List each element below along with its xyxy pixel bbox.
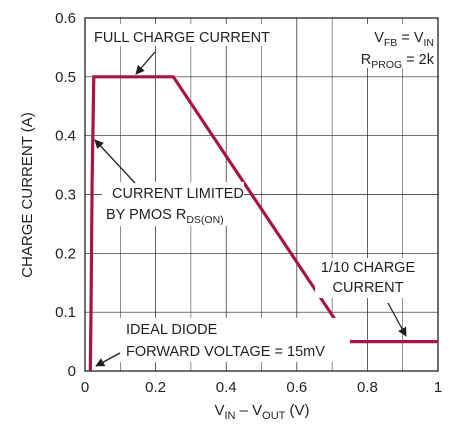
annotation-arrow-ideal-diode xyxy=(95,352,121,367)
y-tick-label: 0.3 xyxy=(55,187,76,204)
y-tick-label: 0.1 xyxy=(55,304,76,321)
y-tick-label: 0 xyxy=(68,363,76,380)
annotation-forward-voltage: FORWARD VOLTAGE = 15mV xyxy=(126,344,325,360)
condition-rprog: RPROG = 2k xyxy=(361,52,435,71)
annotation-arrow-current-limited xyxy=(94,139,136,184)
x-tick-label: 0.2 xyxy=(145,379,166,396)
x-tick-label: 0.8 xyxy=(357,379,378,396)
x-tick-label: 0.6 xyxy=(286,379,307,396)
annotation-full-charge-current: FULL CHARGE CURRENT xyxy=(94,30,270,46)
annotation-arrow-full-charge xyxy=(135,51,156,75)
x-tick-labels: 0 0.2 0.4 0.6 0.8 1 xyxy=(81,379,442,396)
x-tick-label: 1 xyxy=(434,379,442,396)
condition-background xyxy=(338,24,434,68)
annotation-current-limited: CURRENT LIMITED xyxy=(112,186,244,202)
annotation-background xyxy=(315,258,421,298)
condition-vfb: VFB = VIN xyxy=(374,30,434,49)
y-tick-label: 0.2 xyxy=(55,245,76,262)
annotation-ideal-diode: IDEAL DIODE xyxy=(126,322,218,338)
annotation-background xyxy=(120,318,350,362)
y-axis-label: CHARGE CURRENT (A) xyxy=(19,112,36,278)
annotation-arrow-tenth-charge xyxy=(387,302,407,337)
y-tick-label: 0.5 xyxy=(55,69,76,86)
plot-frame xyxy=(84,17,439,372)
x-tick-label: 0.4 xyxy=(216,379,237,396)
annotation-background xyxy=(102,182,244,226)
x-axis-label: VIN – VOUT (V) xyxy=(214,402,309,422)
annotation-by-pmos-rdson: BY PMOS RDS(ON) xyxy=(106,207,224,226)
annotation-tenth-charge: 1/10 CHARGE xyxy=(321,260,416,276)
y-tick-label: 0.4 xyxy=(55,128,76,145)
x-tick-label: 0 xyxy=(81,379,89,396)
y-tick-labels: 0 0.1 0.2 0.3 0.4 0.5 0.6 xyxy=(55,10,76,380)
y-tick-label: 0.6 xyxy=(55,10,76,27)
annotation-background xyxy=(90,24,286,46)
annotation-tenth-current: CURRENT xyxy=(333,280,404,296)
